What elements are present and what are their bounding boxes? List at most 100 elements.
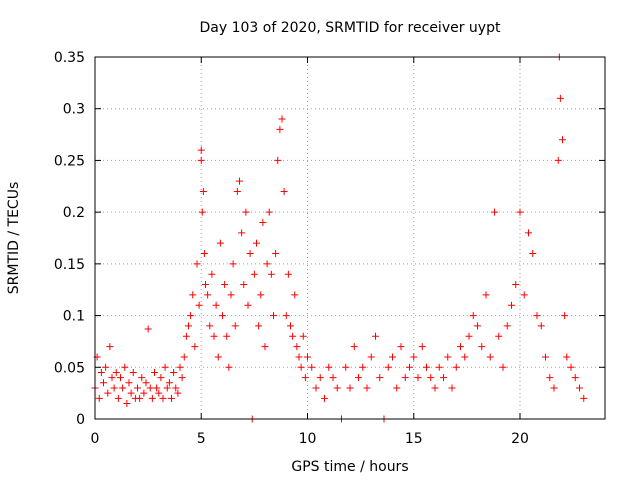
data-point [263,260,271,268]
data-point [280,187,288,195]
data-point [571,374,579,382]
data-point [435,363,443,371]
data-point [163,384,171,392]
data-point [155,389,163,397]
data-point [221,281,229,289]
data-point [172,384,180,392]
data-point [195,301,203,309]
data-point [265,208,273,216]
data-point [214,353,222,361]
chart-title: Day 103 of 2020, SRMTID for receiver uyp… [200,20,501,36]
data-point [121,363,129,371]
data-point [537,322,545,330]
grid-lines [95,57,605,419]
data-point [240,281,248,289]
data-point [486,353,494,361]
data-point [165,379,173,387]
data-point [444,353,452,361]
data-point [168,394,175,402]
data-point [291,291,299,299]
data-point [229,260,237,268]
data-point [304,353,311,361]
data-point [108,374,116,382]
data-point [576,384,583,392]
data-point [393,384,401,392]
data-point [267,270,275,278]
data-point [499,363,507,371]
data-point [110,384,118,392]
y-axis-label: SRMTID / TECUs [6,182,22,295]
y-tick-label: 0.25 [54,153,85,169]
data-point [106,343,114,351]
data-point [95,394,103,402]
x-tick-label: 15 [405,431,423,447]
data-point [508,301,515,309]
data-point [478,343,486,351]
data-point [198,208,206,216]
data-point [440,374,447,382]
data-point [297,363,305,371]
data-point [554,156,562,164]
data-point [542,353,549,361]
data-point [284,270,292,278]
data-point [223,332,231,340]
data-point [452,363,460,371]
data-point [227,291,235,299]
data-point [329,374,337,382]
data-point [117,374,124,382]
data-point [414,374,422,382]
data-point [238,229,246,237]
data-point [210,332,218,340]
data-point [202,281,209,289]
data-point [389,353,396,361]
data-point [161,363,169,371]
data-point [242,208,250,216]
data-point [244,301,252,309]
data-point [563,353,571,361]
data-point [272,250,280,258]
data-points [91,53,588,423]
data-point [295,353,303,361]
data-point [102,363,110,371]
data-point [193,260,201,268]
x-tick-label: 0 [91,431,100,447]
data-point [491,208,498,216]
data-point [550,384,558,392]
data-point [112,368,120,376]
data-point [270,312,277,320]
data-point [423,363,430,371]
x-tick-label: 5 [197,431,206,447]
data-point [469,312,477,320]
data-point [457,343,464,351]
data-point [146,384,154,392]
data-point [236,177,243,185]
data-point [503,322,511,330]
data-point [376,374,384,382]
axis-ticks: 0 5 10 15 20 0 0.05 0.1 0.15 0.2 0.25 0.3 0.35 [54,50,605,447]
data-point [157,374,165,382]
data-point [325,363,333,371]
data-point [512,281,520,289]
y-tick-label: 0.2 [63,205,85,221]
data-point [276,125,284,133]
data-point [418,343,426,351]
data-point [316,374,324,382]
data-point [299,332,307,340]
x-tick-label: 20 [511,431,529,447]
data-point [495,332,503,340]
data-point [127,389,135,397]
data-point [257,291,265,299]
data-point [100,379,107,387]
data-point [174,389,182,397]
data-point [293,343,301,351]
data-point [233,187,241,195]
data-point [159,394,167,402]
data-point [259,218,267,226]
data-point [187,312,195,320]
data-point [278,115,286,123]
data-point [274,156,282,164]
data-point [104,389,112,397]
data-point [180,353,188,361]
data-point [525,229,532,237]
